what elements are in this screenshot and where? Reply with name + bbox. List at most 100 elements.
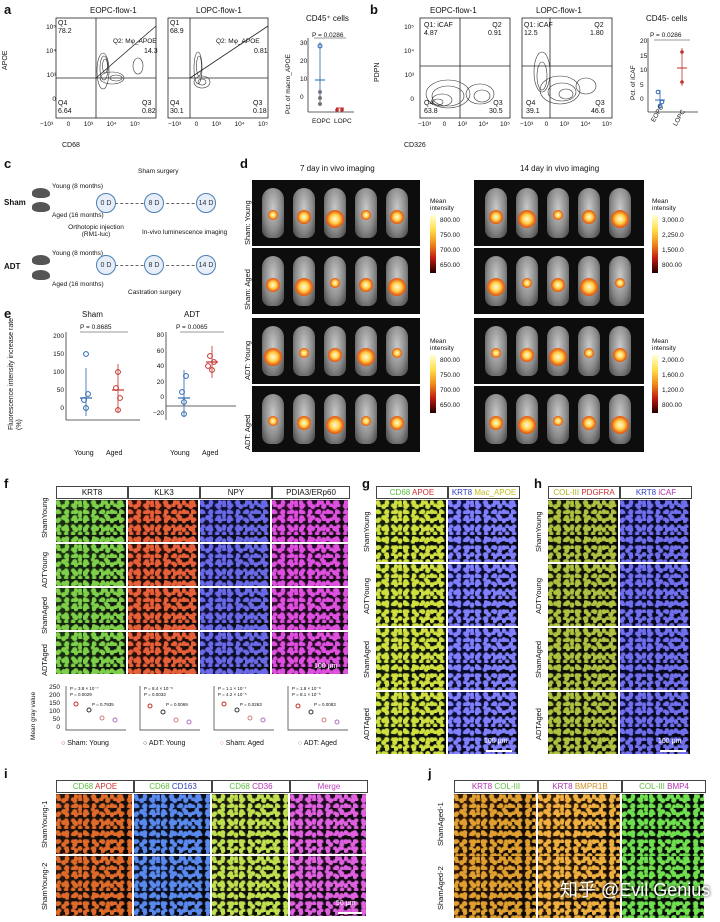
panel-g-header-1: CD68 APOE (376, 486, 448, 499)
panel-c-aged-1: Aged (16 months) (52, 212, 104, 219)
panel-a-flow-plots (55, 17, 269, 119)
luminescence-spot (360, 416, 371, 426)
panel-e-x-aged-1: Aged (106, 450, 123, 457)
panel-b-plot1-q4: Q4 63.8 (424, 100, 438, 115)
panel-j-image-2-1 (622, 856, 704, 918)
panel-g-scale-text: 100 μm (484, 738, 508, 745)
luminescence-spot (356, 348, 375, 366)
panel-g-row-1: ShamYoung (362, 511, 371, 552)
panel-f-header-krt8: KRT8 (56, 486, 128, 499)
luminescence-spot (360, 210, 371, 220)
panel-g-row-4: ADTAged (362, 708, 371, 740)
panel-a-plot2 (167, 17, 269, 119)
panel-a-x-ticks-2: −10³ 0 10³ 10⁴ 10⁵ (168, 121, 268, 128)
stat-label: P = 0.0069 (166, 702, 188, 707)
panel-f-image-2-1 (200, 544, 270, 586)
scale2-title: Mean intensity (652, 198, 676, 212)
panel-d-col1: 7 day in vivo imaging (300, 164, 375, 173)
panel-c-young-1: Young (8 months) (52, 183, 104, 190)
panel-j-image-1-1 (538, 856, 620, 918)
mini-chart-point (86, 707, 92, 713)
panel-i-header-3: CD68 CD36 (212, 780, 290, 793)
panel-a-dot-p: P = 0.0286 (312, 32, 344, 39)
panel-j-header-3: COL-III BMP4 (622, 780, 706, 793)
panel-b-plot2-q3: Q3 46.6 (591, 100, 605, 115)
luminescence-spot (553, 210, 563, 220)
panel-j-header-2: KRT8 BMPR1B (538, 780, 622, 793)
scale4-title: Mean intensity (652, 338, 676, 352)
legend-adt-young: ○ ADT: Young (143, 740, 186, 747)
panel-f-mini-charts (65, 686, 348, 731)
panel-e-chart2-p: P = 0.0065 (176, 324, 208, 331)
panel-g-row-3: ShamAged (362, 640, 371, 678)
panel-a-dot-ylabel: Pct. of macro_APOE (285, 54, 292, 114)
panel-i-image-1-0 (134, 794, 210, 854)
panel-j-image-1-0 (538, 794, 620, 856)
luminescence-spot (580, 278, 599, 296)
node-sham-14d: 14 D (196, 193, 216, 213)
legend-sham-aged: ○ Sham: Aged (219, 740, 264, 747)
panel-e-charts (65, 331, 236, 421)
panel-a-plot1-q3: Q3 0.82 (142, 100, 156, 115)
node-adt-14d: 14 D (196, 255, 216, 275)
stat-label: P = 3.8 × 10⁻⁷ (70, 686, 99, 691)
mini-chart-axis (65, 686, 126, 731)
panel-f-row-3: ShamAged (40, 596, 49, 634)
panel-a-plot2-q2-val: 0.81 (254, 48, 268, 55)
luminescence-spot (582, 210, 597, 224)
panel-b-flow-plots (419, 17, 613, 119)
panel-e-ylabel: Fluorescence intensity increase rate (%) (8, 317, 23, 430)
luminescence-spot (389, 416, 404, 430)
panel-a-y-ticks: 10⁵ 10⁴ 10³ 0 (45, 24, 56, 103)
panel-f-image-0-3 (56, 632, 126, 674)
panel-g-image-0-1 (376, 564, 446, 626)
panel-e-y2-ticks: 80 60 40 20 0 −20 (152, 332, 164, 417)
mini-chart-point (321, 717, 327, 723)
mini-chart-point (234, 707, 240, 713)
panel-c-injection: Orthotopic injection (RM1-luc) (68, 224, 124, 238)
legend-adt-aged: ○ ADT: Aged (298, 740, 337, 747)
luminescence-spot (297, 210, 312, 224)
panel-i-image-3-1 (290, 856, 366, 916)
panel-b-dot-yticks: 20 15 10 5 0 (640, 38, 648, 103)
stat-label: P = 8.1 × 10⁻⁵ (292, 692, 321, 697)
node-adt-8d: 8 D (144, 255, 164, 275)
colorbar-2 (652, 215, 658, 273)
panel-a-y-axis-label: APOE (2, 50, 9, 70)
panel-g-image-0-2 (376, 628, 446, 690)
panel-h-image-1-1 (620, 564, 690, 626)
panel-b-plot2-q1: Q1: iCAF 12.5 (524, 22, 553, 37)
panel-h-row-4: ADTAged (534, 708, 543, 740)
panel-b-plot2-q2: Q2 1.80 (590, 22, 604, 37)
panel-e-x-young-2: Young (170, 450, 190, 457)
panel-h-scale-text: 100 μm (658, 738, 682, 745)
luminescence-spot (268, 210, 279, 220)
luminescence-spot (488, 416, 503, 430)
panel-h-image-0-0 (548, 500, 618, 562)
panel-g-image-0-3 (376, 692, 446, 754)
mini-chart-point (308, 709, 314, 715)
colorbar-3-ticks: 800.00 750.00 700.00 650.00 (440, 357, 460, 409)
luminescence-spot (330, 278, 340, 288)
scale1-title: Mean intensity (430, 198, 454, 212)
panel-f-header-npy: NPY (200, 486, 272, 499)
panel-e-chart2-title: ADT (184, 310, 200, 319)
panel-f-image-0-2 (56, 588, 126, 630)
luminescence-spot (326, 210, 344, 228)
node-sham-0d: 0 D (96, 193, 116, 213)
panel-b-plot2 (521, 17, 613, 119)
panel-i-letter: i (4, 766, 8, 781)
panel-a-dot-title: CD45⁺ cells (306, 14, 349, 23)
panel-b-plot1-q3: Q3 30.5 (489, 100, 503, 115)
panel-b-x-axis-label: CD326 (404, 142, 426, 149)
mini-chart-point (295, 703, 301, 709)
stat-label: P = 0.0033 (144, 692, 166, 697)
panel-a-x-axis-label: CD68 (62, 142, 80, 149)
panel-g-row-2: ADTYoung (362, 578, 371, 614)
panel-e-chart1-p: P = 0.8685 (80, 324, 112, 331)
watermark: 知乎 @Evil Genius (560, 880, 711, 900)
panel-i-header-1: CD68 APOE (56, 780, 134, 793)
mouse-aged-adt-icon (32, 270, 50, 280)
mini-chart-axis (287, 686, 348, 731)
panel-a-plot1-q1: Q1 78.2 (58, 20, 72, 35)
